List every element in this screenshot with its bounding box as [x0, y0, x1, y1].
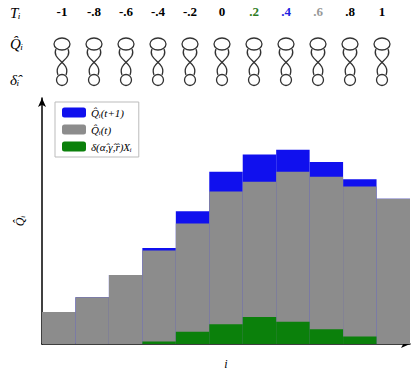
- svg-text:Q̂ᵢ: Q̂ᵢ: [10, 36, 23, 52]
- svg-text:.4: .4: [281, 4, 291, 19]
- svg-text:1: 1: [379, 4, 386, 19]
- svg-text:i: i: [224, 357, 227, 371]
- svg-text:-.2: -.2: [183, 4, 197, 19]
- svg-text:-.4: -.4: [151, 4, 166, 19]
- svg-text:.6: .6: [313, 4, 323, 19]
- svg-text:-.8: -.8: [87, 4, 102, 19]
- svg-text:-1: -1: [57, 4, 68, 19]
- svg-text:Q̂ᵢ: Q̂ᵢ: [13, 216, 27, 227]
- svg-text:Q̂ᵢ(t+1): Q̂ᵢ(t+1): [91, 107, 124, 120]
- svg-text:.2: .2: [249, 4, 259, 19]
- svg-text:Tᵢ: Tᵢ: [10, 5, 21, 21]
- svg-text:δ̂ᵢ: δ̂ᵢ: [10, 72, 23, 88]
- svg-text:-.6: -.6: [119, 4, 134, 19]
- svg-text:Q̂ᵢ(t): Q̂ᵢ(t): [91, 124, 111, 137]
- svg-text:.8: .8: [345, 4, 355, 19]
- svg-text:0: 0: [219, 4, 226, 19]
- svg-text:δ(α̂,γ̂,r̂)Xᵢ: δ(α̂,γ̂,r̂)Xᵢ: [91, 141, 132, 154]
